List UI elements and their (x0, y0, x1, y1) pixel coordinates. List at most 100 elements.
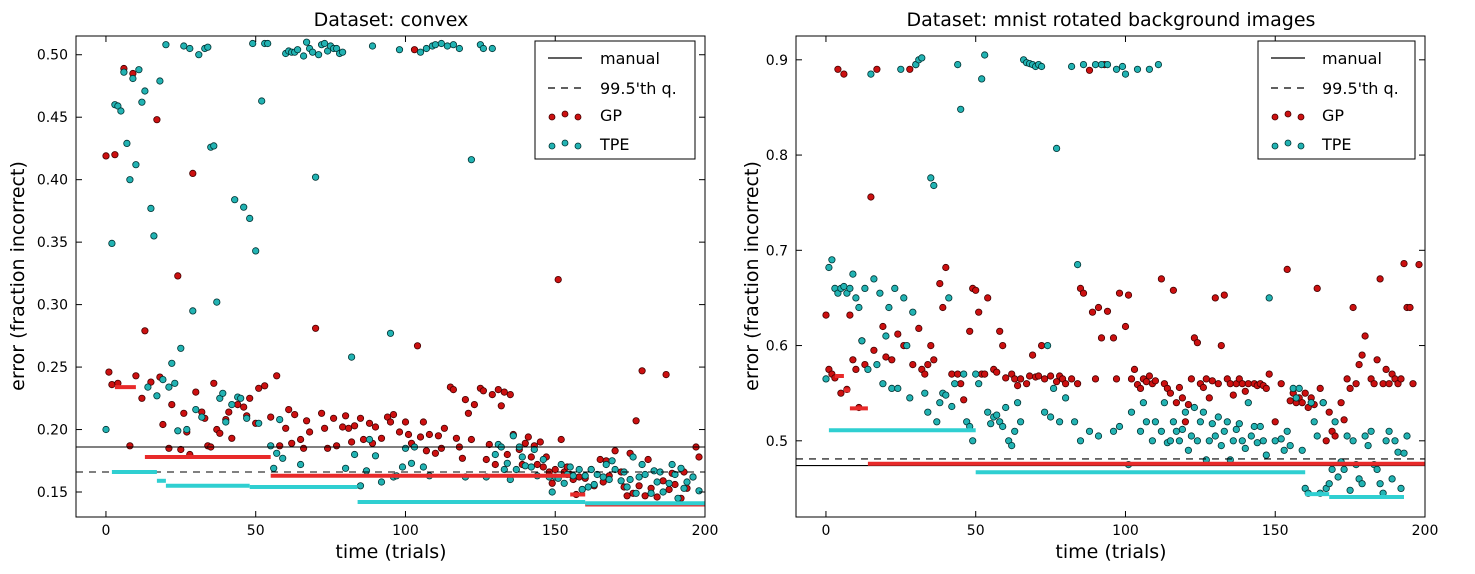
legend: manual 99.5'th q. GP TPE (534, 40, 696, 160)
point-tpe (1367, 427, 1375, 435)
point-gp (240, 403, 248, 411)
point-tpe (1253, 439, 1261, 447)
point-tpe (605, 475, 613, 484)
point-gp (1053, 378, 1061, 386)
point-tpe (419, 463, 427, 471)
point-tpe (521, 462, 529, 470)
point-gp (261, 382, 269, 390)
point-tpe (1334, 473, 1342, 481)
y-tick-label: 0.35 (37, 235, 68, 251)
point-tpe (978, 75, 986, 83)
point-tpe (1364, 441, 1372, 450)
point-gp (1187, 375, 1196, 383)
point-tpe (183, 425, 191, 434)
point-tpe (147, 204, 155, 212)
point-tpe (1250, 422, 1258, 431)
point-tpe (858, 337, 866, 345)
point-tpe (1085, 427, 1094, 435)
point-tpe (1235, 420, 1243, 428)
point-tpe (945, 294, 953, 302)
point-tpe (695, 487, 703, 495)
legend-label-gp: GP (1322, 106, 1344, 125)
point-gp (1184, 400, 1193, 409)
point-gp (536, 438, 544, 446)
point-tpe (623, 483, 631, 491)
point-gp (329, 414, 338, 422)
point-tpe (1097, 60, 1106, 69)
point-tpe (626, 475, 634, 484)
point-gp (1130, 365, 1139, 373)
point-gp (1035, 372, 1043, 380)
point-gp (210, 379, 218, 387)
point-gp (1316, 384, 1324, 392)
point-tpe (1361, 432, 1369, 440)
point-tpe (855, 303, 863, 312)
point-gp (165, 444, 173, 452)
legend-box (534, 40, 696, 160)
point-gp (180, 409, 188, 417)
point-gp (521, 439, 529, 447)
point-gp (960, 396, 968, 404)
point-gp (467, 435, 475, 444)
point-gp (635, 482, 643, 490)
point-gp (527, 453, 535, 461)
point-gp (1112, 375, 1121, 383)
point-tpe (1050, 384, 1058, 392)
point-tpe (960, 370, 968, 378)
point-tpe (395, 46, 404, 54)
point-tpe (1241, 444, 1249, 452)
point-gp (1205, 394, 1213, 402)
point-gp (1022, 380, 1031, 388)
point-gp (671, 480, 679, 489)
point-tpe (1283, 427, 1291, 435)
point-tpe (632, 489, 640, 497)
point-tpe (1298, 446, 1306, 454)
point-gp (1376, 275, 1384, 283)
point-tpe (1053, 144, 1061, 152)
point-tpe (1376, 480, 1384, 488)
point-tpe (602, 460, 610, 469)
point-tpe (132, 161, 140, 169)
point-gp (1214, 380, 1222, 388)
point-tpe (437, 39, 445, 48)
point-gp (1079, 289, 1088, 297)
point-gp (936, 279, 944, 288)
point-gp (1097, 334, 1106, 342)
point-gp (1352, 380, 1360, 388)
point-tpe (276, 415, 284, 424)
point-tpe (503, 459, 511, 467)
point-tpe (1071, 418, 1079, 426)
point-gp (894, 330, 902, 338)
point-gp (888, 356, 896, 364)
point-gp (1178, 394, 1187, 402)
point-gp (452, 434, 460, 442)
point-tpe (144, 383, 152, 391)
point-gp (623, 492, 631, 500)
point-gp (551, 465, 559, 474)
point-tpe (1403, 432, 1411, 440)
point-tpe (921, 389, 929, 397)
point-gp (665, 485, 673, 494)
point-gp (356, 414, 365, 422)
point-tpe (296, 460, 305, 469)
point-tpe (840, 282, 848, 291)
legend: manual 99.5'th q. GP TPE (1257, 40, 1416, 160)
point-tpe (512, 465, 520, 474)
legend-label-gp: GP (600, 106, 622, 125)
point-tpe (302, 38, 311, 46)
point-tpe (195, 51, 203, 59)
point-tpe (885, 303, 893, 312)
point-gp (1340, 416, 1348, 424)
point-gp (341, 412, 350, 420)
point-gp (347, 438, 356, 446)
point-tpe (1295, 384, 1303, 392)
plot-frame (75, 35, 706, 518)
point-gp (1409, 380, 1417, 388)
legend-box (1257, 40, 1416, 160)
point-tpe (1223, 418, 1231, 426)
point-tpe (1310, 418, 1318, 426)
point-tpe (449, 41, 457, 49)
point-gp (255, 384, 263, 392)
point-tpe (611, 465, 619, 474)
point-tpe (267, 442, 275, 450)
